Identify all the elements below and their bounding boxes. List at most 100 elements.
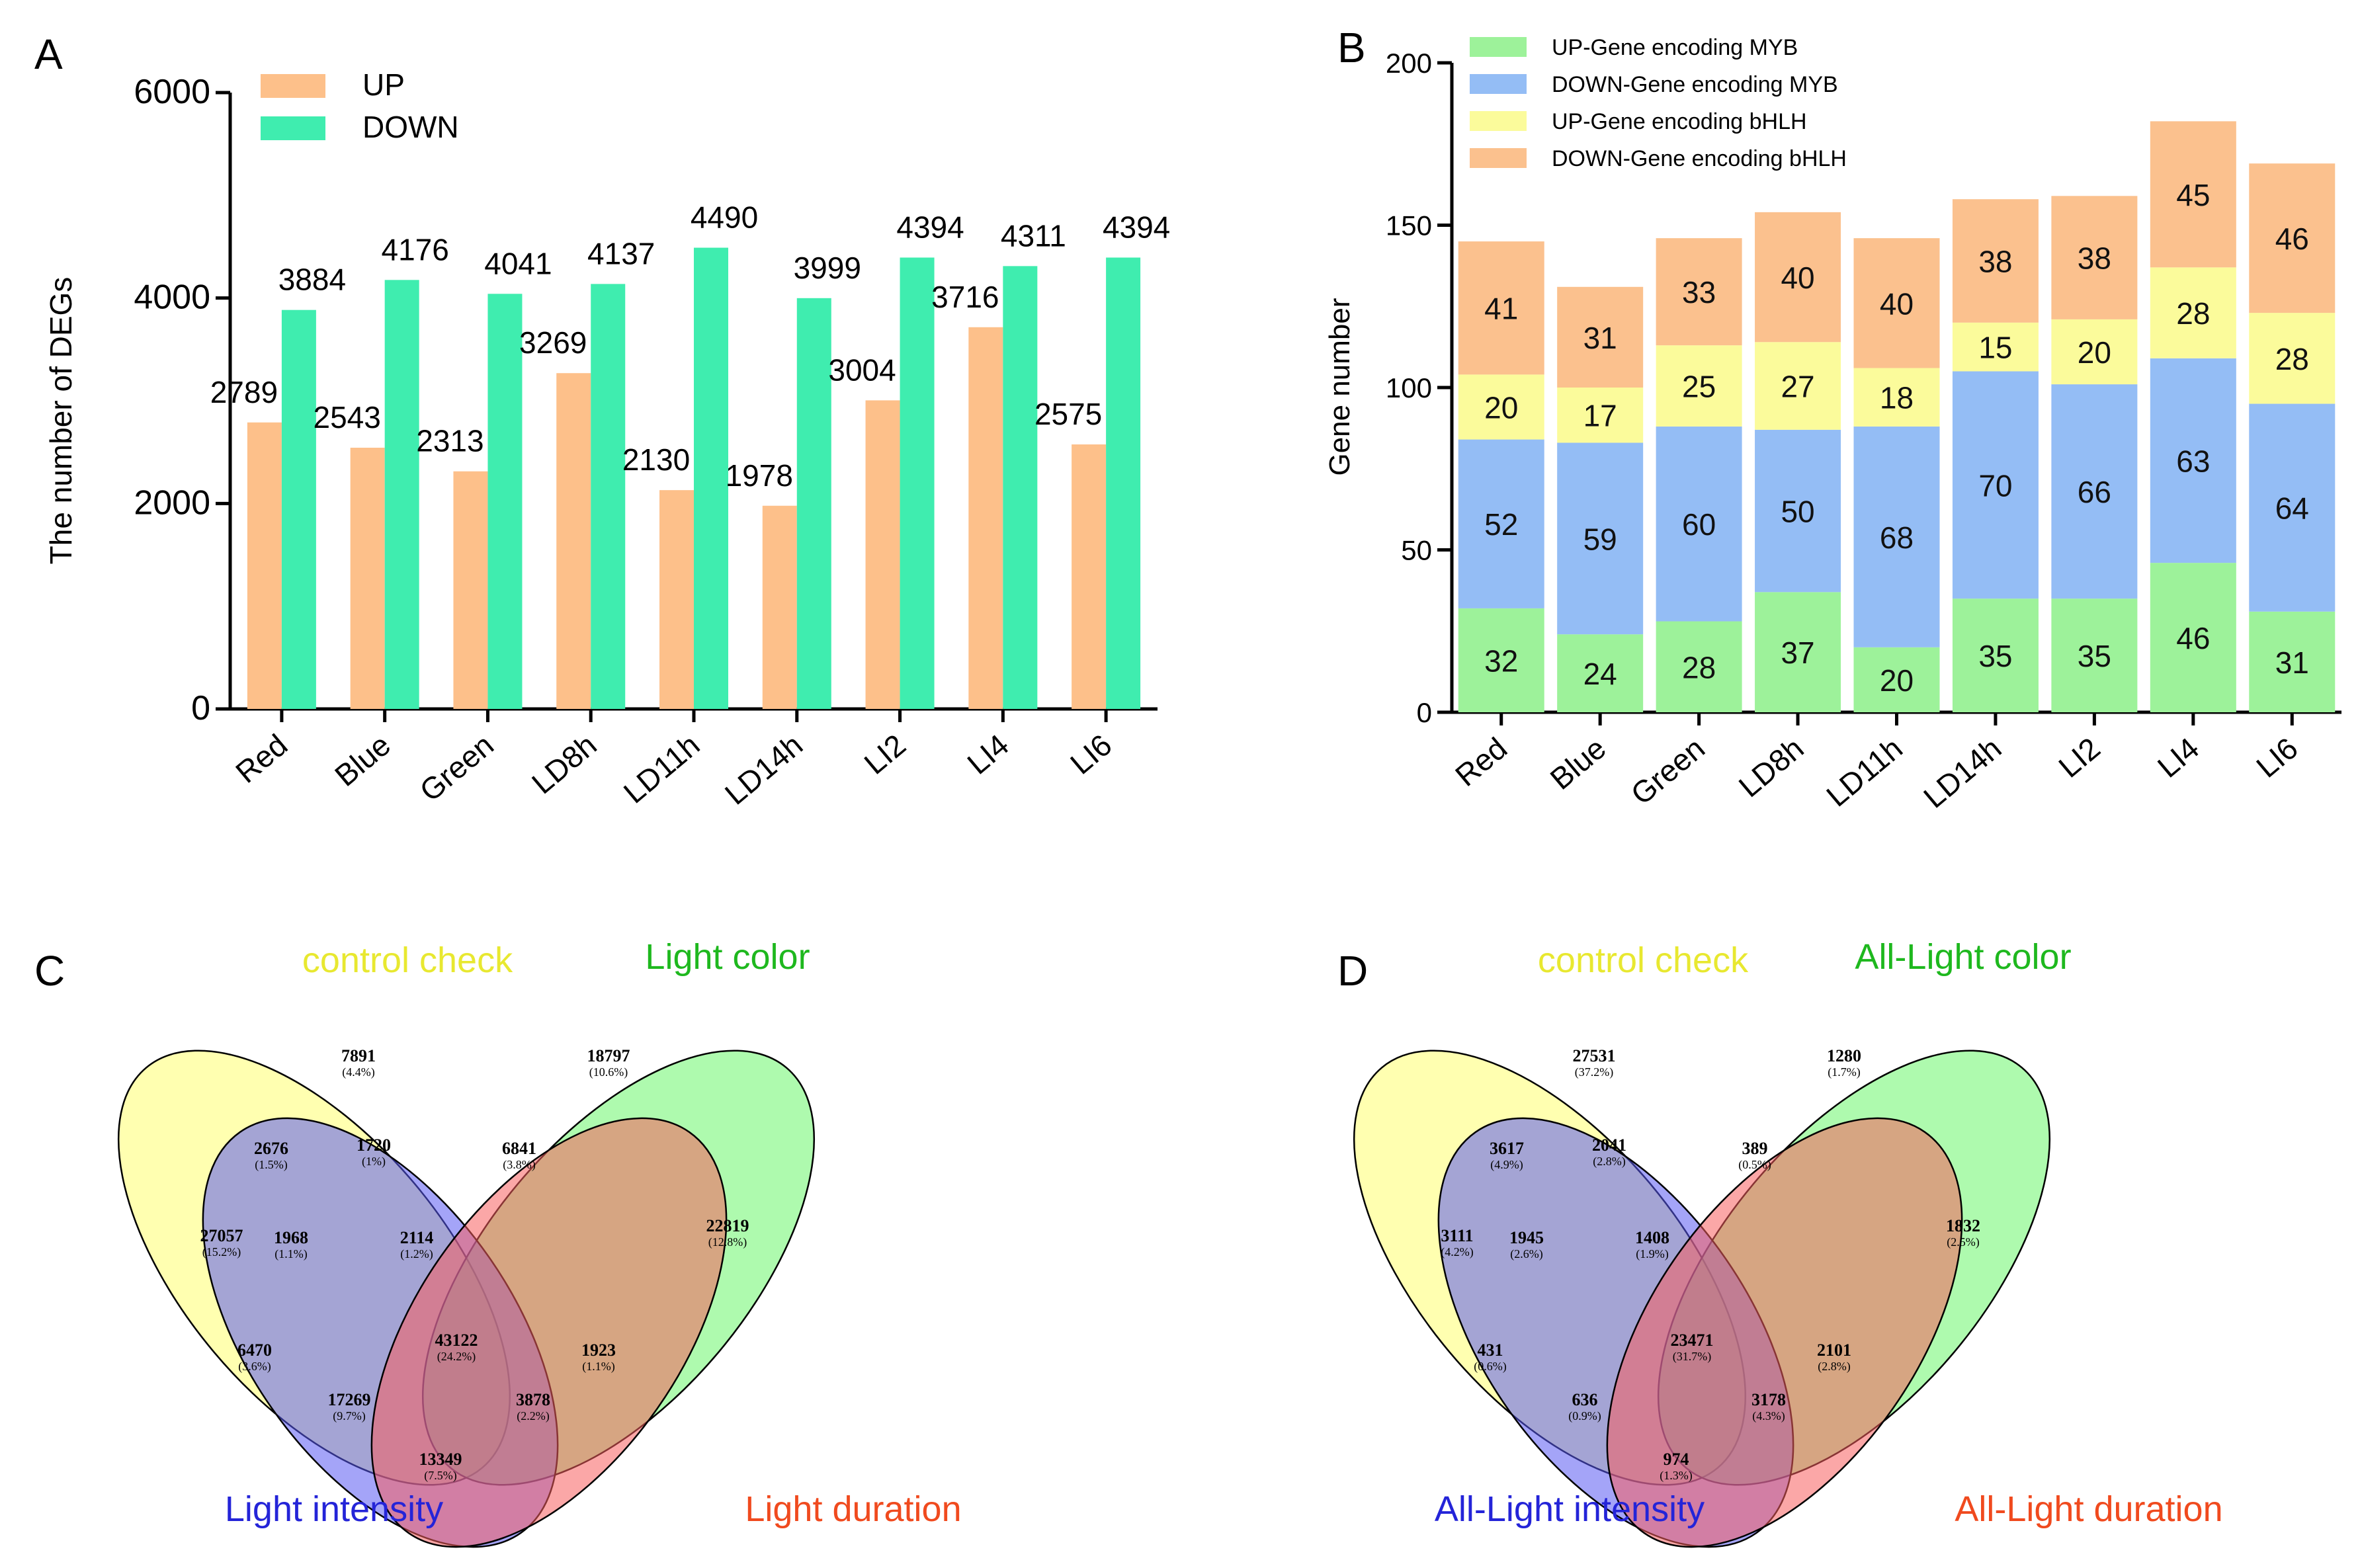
chart-a-data-label: 4176 [381, 232, 448, 267]
chart-b-legend-swatch [1470, 37, 1527, 57]
chart-a-data-label: 3269 [519, 325, 587, 360]
venn-region-count: 1832 [1946, 1216, 1980, 1235]
chart-b-segment [1557, 442, 1644, 635]
venn-region-percent: (2.8%) [1593, 1155, 1625, 1169]
chart-a-category-label: Blue [328, 727, 397, 793]
chart-b-segment [1656, 426, 1742, 622]
chart-b-data-label: 66 [2078, 475, 2111, 509]
chart-b-data-label: 40 [1781, 261, 1814, 295]
venn-region-count: 6841 [502, 1139, 536, 1158]
chart-b-legend-label: DOWN-Gene encoding MYB [1552, 72, 1838, 97]
venn-region-percent: (37.2%) [1575, 1065, 1613, 1079]
chart-b-category-label: LI6 [2250, 731, 2304, 784]
venn-region-count: 3878 [516, 1390, 550, 1409]
chart-b-segment [1755, 342, 1841, 430]
venn-set-label: control check [302, 940, 513, 980]
chart-a-bar-up [968, 327, 1003, 709]
venn-region-percent: (2.8%) [1818, 1360, 1850, 1374]
venn-region-percent: (1.1%) [582, 1360, 614, 1374]
chart-b-category-label: LI4 [2151, 731, 2205, 784]
venn-region-percent: (15.2%) [202, 1245, 241, 1259]
chart-a-data-label: 3004 [828, 352, 896, 387]
venn-region-count: 1923 [581, 1341, 616, 1360]
chart-b-data-label: 18 [1880, 381, 1914, 415]
chart-a-category-label: LD8h [525, 727, 603, 801]
chart-b-data-label: 46 [2275, 222, 2309, 256]
venn-region-percent: (1.2%) [400, 1247, 433, 1261]
chart-a-category-label: Green [413, 727, 500, 808]
venn-region-count: 3617 [1490, 1139, 1524, 1158]
chart-b-data-label: 59 [1583, 522, 1617, 556]
chart-b-category-label: Red [1449, 731, 1513, 793]
chart-b-category-label: Green [1624, 731, 1711, 811]
chart-b-segment [2249, 611, 2336, 712]
chart-b-data-label: 37 [1781, 636, 1814, 670]
chart-a-bar-down [694, 247, 728, 709]
chart-b-segment [1853, 368, 1940, 427]
chart-b-segment [1755, 429, 1841, 593]
chart-a-data-label: 2313 [416, 424, 484, 458]
chart-a-bar-up [1072, 444, 1107, 709]
chart-b-data-label: 20 [1880, 663, 1914, 698]
chart-b-y-axis-title: Gene number [1324, 298, 1356, 475]
venn-region-count: 1945 [1509, 1228, 1544, 1247]
chart-a-data-label: 2130 [622, 442, 690, 477]
chart-b-segment [2150, 358, 2236, 563]
venn-d-all-light-conditions: 27531(37.2%) 1280(1.7%) 3111(4.2%) 1832(2.5… [1353, 937, 2223, 1548]
chart-a-data-label: 4394 [1103, 210, 1170, 244]
venn-region-percent: (12.8%) [708, 1235, 747, 1249]
chart-a-data-label: 4490 [691, 200, 758, 235]
venn-region-percent: (7.5%) [424, 1469, 456, 1483]
chart-a-bar-up [247, 422, 282, 709]
chart-a-data-label: 4394 [896, 210, 964, 244]
venn-region-count: 2676 [254, 1139, 288, 1158]
chart-b-segment [1656, 345, 1742, 427]
chart-a-data-label: 2575 [1034, 397, 1102, 431]
chart-b-data-label: 40 [1880, 286, 1914, 321]
chart-a-bar-down [591, 284, 626, 709]
panel-letter-b: B [1337, 24, 1366, 71]
chart-a-y-tick-label: 4000 [134, 278, 210, 317]
panel-letter-c: C [34, 947, 65, 995]
venn-region-count: 43122 [435, 1331, 478, 1350]
chart-b-segment [1853, 426, 1940, 647]
chart-a-category-label: LD11h [617, 727, 706, 810]
chart-b-category-label: LI2 [2052, 731, 2106, 784]
chart-a-data-label: 3716 [931, 280, 999, 314]
chart-b-data-label: 52 [1484, 507, 1518, 542]
chart-b-category-label: LD11h [1820, 731, 1909, 813]
chart-b-segment [2051, 384, 2138, 599]
chart-b-category-label: LD14h [1917, 731, 2007, 815]
venn-region-percent: (4.2%) [1441, 1245, 1473, 1259]
chart-b-y-tick-label: 150 [1386, 210, 1432, 241]
chart-b-data-label: 38 [2078, 241, 2111, 276]
chart-a-bar-down [900, 257, 935, 709]
chart-b-legend-swatch [1470, 74, 1527, 94]
venn-region-count: 1968 [274, 1228, 308, 1247]
chart-b-data-label: 28 [1682, 650, 1716, 684]
chart-b-y-tick-label: 0 [1417, 697, 1432, 728]
chart-b-legend-label: DOWN-Gene encoding bHLH [1552, 146, 1847, 171]
chart-a-bar-down [1003, 266, 1038, 709]
chart-b-segment [2150, 267, 2236, 358]
chart-a-bar-up [556, 373, 591, 709]
venn-region-percent: (10.6%) [589, 1065, 628, 1079]
chart-a-bar-up [659, 490, 694, 709]
chart-a-y-tick-label: 0 [191, 689, 210, 727]
chart-b-data-label: 50 [1781, 495, 1814, 529]
chart-b-segment [1952, 199, 2039, 323]
venn-region-percent: (3.6%) [238, 1360, 271, 1374]
chart-b-data-label: 28 [2176, 296, 2210, 331]
venn-region-percent: (2.6%) [1510, 1247, 1542, 1261]
chart-a-bar-down [487, 294, 523, 710]
venn-region-percent: (2.2%) [517, 1409, 549, 1423]
venn-set-label: All-Light duration [1955, 1489, 2222, 1529]
chart-b-segment [2249, 313, 2336, 404]
venn-region-count: 27531 [1573, 1046, 1616, 1065]
chart-b-segment [1458, 241, 1544, 375]
chart-a-data-label: 1978 [726, 458, 793, 493]
chart-b-category-label: LD8h [1732, 731, 1810, 804]
chart-b-segment [1755, 212, 1841, 343]
venn-set-label: control check [1538, 940, 1749, 980]
venn-region-percent: (3.8%) [503, 1158, 535, 1172]
